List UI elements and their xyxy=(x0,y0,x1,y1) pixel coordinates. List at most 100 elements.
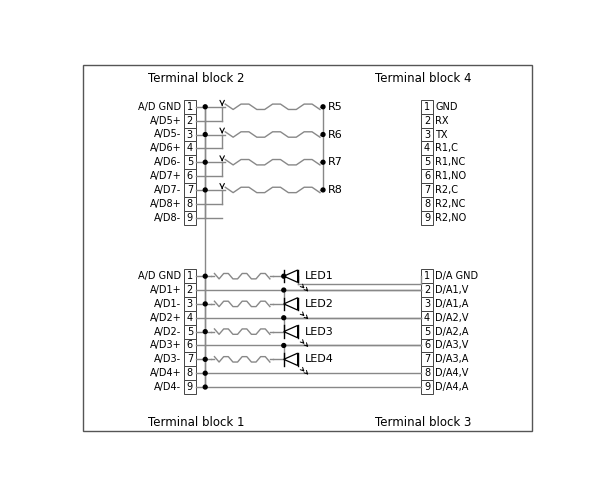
Circle shape xyxy=(203,105,207,109)
Bar xyxy=(421,283,433,297)
Text: 7: 7 xyxy=(424,354,430,365)
Text: R5: R5 xyxy=(328,102,343,112)
Text: A/D5+: A/D5+ xyxy=(150,116,182,125)
Circle shape xyxy=(321,188,325,192)
Text: 7: 7 xyxy=(187,185,193,195)
Text: A/D2-: A/D2- xyxy=(154,327,182,337)
Bar xyxy=(421,114,433,127)
Circle shape xyxy=(203,188,207,192)
Circle shape xyxy=(203,371,207,375)
Bar xyxy=(184,366,196,380)
Text: 9: 9 xyxy=(187,213,193,223)
Bar xyxy=(184,183,196,197)
Text: R8: R8 xyxy=(328,185,343,195)
Text: D/A4,A: D/A4,A xyxy=(436,382,469,392)
Text: A/D4+: A/D4+ xyxy=(150,368,182,378)
Bar xyxy=(184,352,196,366)
Text: D/A4,V: D/A4,V xyxy=(436,368,469,378)
Bar xyxy=(184,114,196,127)
Text: D/A3,A: D/A3,A xyxy=(436,354,469,365)
Circle shape xyxy=(203,330,207,334)
Text: 3: 3 xyxy=(187,299,193,309)
Bar xyxy=(421,325,433,338)
Circle shape xyxy=(203,274,207,278)
Text: D/A2,V: D/A2,V xyxy=(436,313,469,323)
Text: 9: 9 xyxy=(424,213,430,223)
Text: R1,C: R1,C xyxy=(436,143,459,154)
Text: D/A2,A: D/A2,A xyxy=(436,327,469,337)
Text: 8: 8 xyxy=(424,199,430,209)
Text: 5: 5 xyxy=(187,157,193,167)
Text: R2,NC: R2,NC xyxy=(436,199,466,209)
Circle shape xyxy=(203,160,207,164)
Text: 4: 4 xyxy=(424,313,430,323)
Text: A/D8-: A/D8- xyxy=(154,213,182,223)
Text: 2: 2 xyxy=(424,116,430,125)
Text: A/D7-: A/D7- xyxy=(154,185,182,195)
Bar xyxy=(421,297,433,311)
Text: A/D3-: A/D3- xyxy=(154,354,182,365)
Text: LED4: LED4 xyxy=(305,354,334,365)
Bar xyxy=(421,352,433,366)
Text: 5: 5 xyxy=(424,157,430,167)
Text: 6: 6 xyxy=(187,171,193,181)
Bar xyxy=(184,100,196,114)
Text: A/D4-: A/D4- xyxy=(154,382,182,392)
Bar xyxy=(421,141,433,155)
Text: A/D2+: A/D2+ xyxy=(150,313,182,323)
Bar xyxy=(184,141,196,155)
Text: 1: 1 xyxy=(424,102,430,112)
Text: LED1: LED1 xyxy=(305,271,334,281)
Bar xyxy=(421,197,433,211)
Text: 3: 3 xyxy=(187,129,193,140)
Text: 7: 7 xyxy=(187,354,193,365)
Text: R7: R7 xyxy=(328,157,343,167)
Text: Terminal block 3: Terminal block 3 xyxy=(375,416,471,429)
Bar xyxy=(184,169,196,183)
Text: 1: 1 xyxy=(424,271,430,281)
Text: 6: 6 xyxy=(424,340,430,350)
Circle shape xyxy=(203,357,207,361)
Circle shape xyxy=(203,132,207,136)
Text: D/A1,A: D/A1,A xyxy=(436,299,469,309)
Bar xyxy=(184,155,196,169)
Bar xyxy=(421,311,433,325)
Text: R2,NO: R2,NO xyxy=(436,213,467,223)
Bar xyxy=(184,380,196,394)
Text: A/D3+: A/D3+ xyxy=(150,340,182,350)
Text: R1,NC: R1,NC xyxy=(436,157,466,167)
Text: 7: 7 xyxy=(424,185,430,195)
Text: D/A1,V: D/A1,V xyxy=(436,285,469,295)
Text: 4: 4 xyxy=(187,313,193,323)
Bar xyxy=(184,283,196,297)
Bar xyxy=(184,325,196,338)
Bar xyxy=(421,211,433,224)
Text: 8: 8 xyxy=(187,368,193,378)
Text: A/D6+: A/D6+ xyxy=(150,143,182,154)
Circle shape xyxy=(321,105,325,109)
Bar xyxy=(421,100,433,114)
Bar xyxy=(421,155,433,169)
Text: 3: 3 xyxy=(424,299,430,309)
Text: A/D7+: A/D7+ xyxy=(150,171,182,181)
Text: 2: 2 xyxy=(187,285,193,295)
Bar xyxy=(421,380,433,394)
Bar xyxy=(184,311,196,325)
Text: A/D5-: A/D5- xyxy=(154,129,182,140)
Bar xyxy=(421,169,433,183)
Bar xyxy=(421,338,433,352)
Bar xyxy=(184,211,196,224)
Circle shape xyxy=(282,288,285,292)
Text: Terminal block 4: Terminal block 4 xyxy=(375,72,471,85)
Text: LED2: LED2 xyxy=(305,299,334,309)
Circle shape xyxy=(282,274,285,278)
Circle shape xyxy=(282,316,285,320)
Circle shape xyxy=(321,160,325,164)
Text: RX: RX xyxy=(436,116,449,125)
Bar xyxy=(184,197,196,211)
Bar xyxy=(421,269,433,283)
Circle shape xyxy=(203,302,207,306)
Text: 8: 8 xyxy=(424,368,430,378)
Text: A/D6-: A/D6- xyxy=(154,157,182,167)
Bar xyxy=(421,127,433,141)
